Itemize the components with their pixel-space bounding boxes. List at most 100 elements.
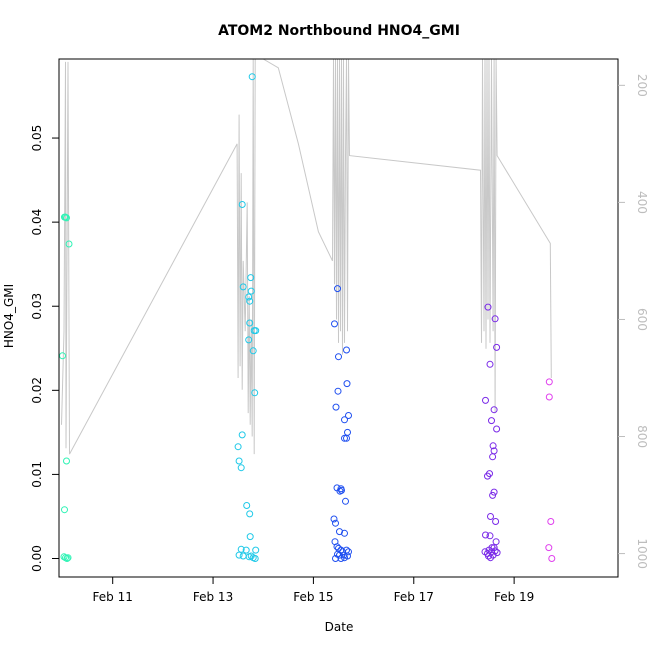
data-point xyxy=(484,303,492,311)
data-point xyxy=(489,453,497,461)
data-point xyxy=(489,491,497,499)
data-point xyxy=(252,546,260,554)
x-tick-label: Feb 13 xyxy=(193,590,233,604)
data-point xyxy=(63,555,71,562)
data-point xyxy=(235,551,243,559)
data-point xyxy=(245,293,253,301)
right-tick-label: 1000 xyxy=(635,538,649,569)
y-axis: 0.00 0.01 0.02 0.03 0.04 0.05 xyxy=(30,125,59,572)
data-point xyxy=(493,343,501,351)
data-point xyxy=(62,213,69,221)
y-tick-label: 0.02 xyxy=(30,377,44,404)
data-point xyxy=(239,283,247,291)
data-point xyxy=(252,327,260,335)
data-point xyxy=(332,403,340,411)
data-point xyxy=(484,472,491,480)
x-tick-label: Feb 11 xyxy=(93,590,133,604)
data-point xyxy=(492,518,500,525)
data-point xyxy=(491,315,499,323)
data-point xyxy=(547,518,555,525)
data-point xyxy=(242,546,250,554)
data-point xyxy=(239,552,247,560)
data-points xyxy=(59,73,556,562)
data-point xyxy=(251,389,259,397)
data-point xyxy=(247,287,255,295)
right-tick-label: 400 xyxy=(635,191,649,214)
data-point xyxy=(337,555,345,562)
data-point xyxy=(336,528,343,536)
data-point xyxy=(334,285,341,293)
data-point xyxy=(332,519,339,527)
pressure-trace xyxy=(61,59,552,455)
data-point xyxy=(61,506,68,514)
data-point xyxy=(345,548,352,556)
pressure-line xyxy=(61,59,552,455)
data-point xyxy=(342,497,349,505)
data-point xyxy=(336,487,344,495)
data-point xyxy=(330,515,338,523)
data-point xyxy=(335,353,342,361)
data-point xyxy=(235,457,243,465)
data-point xyxy=(63,214,70,222)
y-tick-label: 0.01 xyxy=(30,461,44,488)
right-tick-label: 200 xyxy=(635,74,649,97)
data-point xyxy=(488,417,495,425)
data-point xyxy=(490,406,498,414)
data-point xyxy=(486,532,494,540)
data-point xyxy=(545,378,553,386)
y-tick-label: 0.05 xyxy=(30,125,44,152)
data-point xyxy=(545,544,553,552)
data-point xyxy=(237,464,245,472)
data-point xyxy=(486,360,494,368)
data-point xyxy=(343,380,351,388)
data-point xyxy=(334,387,342,395)
data-point xyxy=(246,297,254,305)
data-point xyxy=(491,547,499,555)
data-point xyxy=(333,543,341,551)
y-tick-label: 0.00 xyxy=(30,545,44,572)
data-point xyxy=(59,352,66,360)
data-point xyxy=(344,428,351,436)
y-axis-label: HNO4_GMI xyxy=(2,284,16,348)
data-point xyxy=(246,510,254,518)
data-point xyxy=(65,240,73,248)
right-axis: 200 400 600 800 1000 xyxy=(618,74,649,569)
data-point xyxy=(245,336,253,344)
data-point xyxy=(246,533,254,541)
x-tick-label: Feb 19 xyxy=(494,590,534,604)
data-point xyxy=(238,201,246,208)
data-point xyxy=(247,274,255,282)
right-tick-label: 800 xyxy=(635,425,649,448)
right-tick-label: 600 xyxy=(635,308,649,331)
plot-frame xyxy=(58,58,619,578)
data-point xyxy=(344,552,351,560)
data-point xyxy=(246,319,254,327)
data-point xyxy=(485,552,492,560)
data-point xyxy=(343,434,350,442)
data-point xyxy=(341,416,348,424)
chart-title: ATOM2 Northbound HNO4_GMI xyxy=(218,23,460,39)
data-point xyxy=(341,434,348,442)
data-point xyxy=(248,73,256,81)
data-point xyxy=(482,396,489,404)
data-point xyxy=(489,442,497,450)
data-point xyxy=(249,347,257,355)
data-point xyxy=(341,529,348,537)
data-point xyxy=(243,502,251,509)
data-point xyxy=(234,443,242,451)
data-point xyxy=(245,553,253,561)
data-point xyxy=(548,555,556,562)
data-point xyxy=(63,457,70,465)
x-axis: Feb 11 Feb 13 Feb 15 Feb 17 Feb 19 xyxy=(93,577,534,604)
data-point xyxy=(343,346,350,354)
data-point xyxy=(487,513,494,520)
x-tick-label: Feb 15 xyxy=(293,590,333,604)
data-point xyxy=(345,412,352,419)
x-axis-label: Date xyxy=(325,620,354,634)
y-tick-label: 0.04 xyxy=(30,209,44,236)
x-tick-label: Feb 17 xyxy=(394,590,434,604)
data-point xyxy=(545,393,553,401)
y-tick-label: 0.03 xyxy=(30,293,44,320)
data-point xyxy=(331,320,338,328)
